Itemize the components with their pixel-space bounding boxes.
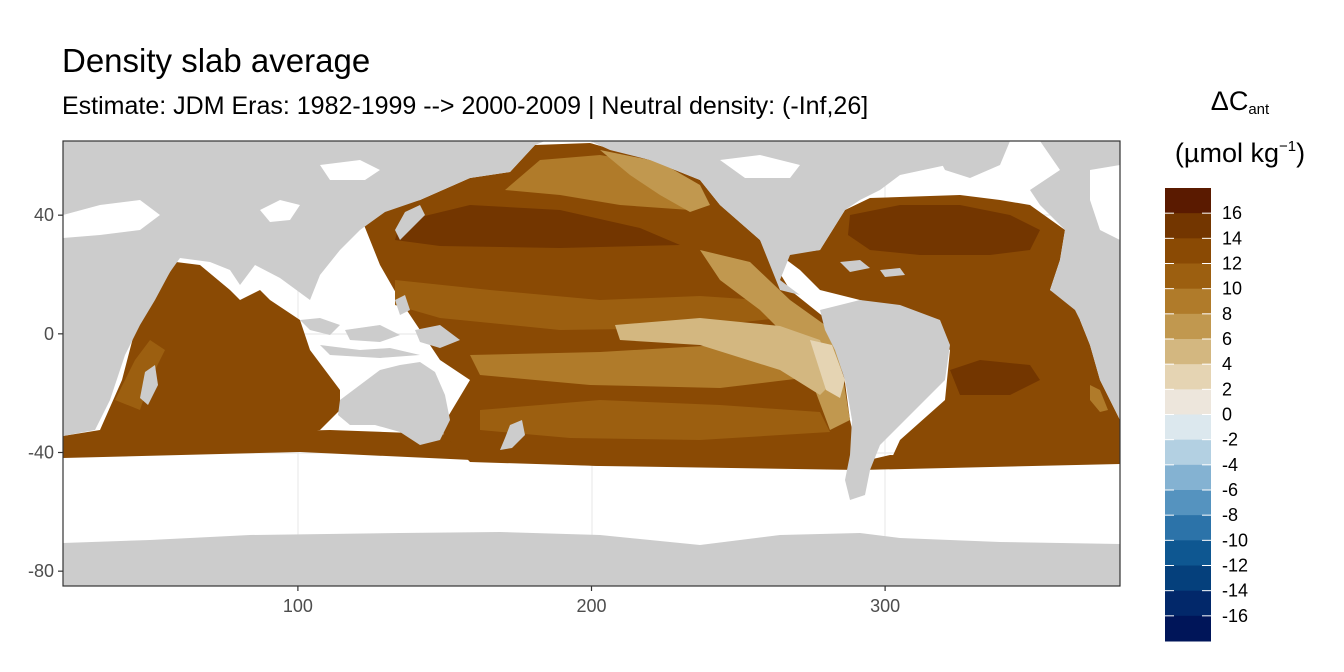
atlantic-ocean	[780, 195, 1120, 462]
pacific-band-mid	[395, 280, 780, 330]
x-tick-label: 300	[870, 596, 900, 616]
legend-swatch	[1165, 565, 1211, 592]
pacific-band-north	[395, 205, 680, 248]
antarctica	[63, 532, 1120, 586]
legend-label: 12	[1222, 254, 1242, 274]
chart-title: Density slab average	[62, 42, 371, 79]
legend-label: 6	[1222, 329, 1232, 349]
south-america	[820, 300, 950, 500]
legend-unit: (µmol kg−1)	[1150, 138, 1330, 169]
legend-swatch	[1165, 238, 1211, 264]
legend-swatch	[1165, 313, 1211, 340]
legend-label: 0	[1222, 405, 1232, 425]
legend-swatch	[1165, 490, 1211, 516]
legend-label: -4	[1222, 455, 1238, 475]
legend-swatch	[1165, 615, 1211, 642]
legend-swatch	[1165, 439, 1211, 466]
no-data-patches	[63, 155, 1120, 240]
new-zealand	[500, 420, 525, 450]
chart-subtitle: Estimate: JDM Eras: 1982-1999 --> 2000-2…	[62, 92, 869, 120]
legend-swatch	[1165, 590, 1211, 617]
legend-label: 4	[1222, 354, 1232, 374]
y-tick-label: 40	[34, 205, 54, 225]
legend-label: -6	[1222, 480, 1238, 500]
indian-ocean-west-light	[115, 340, 165, 410]
legend-label: 14	[1222, 228, 1242, 248]
legend-label: 8	[1222, 304, 1232, 324]
legend-swatch	[1165, 389, 1211, 415]
legend-unit-close: )	[1296, 138, 1306, 168]
indonesia-islands	[300, 318, 460, 358]
legend-title: ΔCant	[1150, 86, 1330, 118]
legend-swatch	[1165, 288, 1211, 315]
madagascar	[140, 365, 158, 405]
y-tick-label: -40	[28, 443, 54, 463]
australia	[338, 362, 450, 445]
legend-label: 16	[1222, 203, 1242, 223]
land-masses	[63, 141, 1120, 586]
legend-label: -10	[1222, 530, 1248, 550]
eurasia-africa-land	[63, 141, 545, 436]
greenland	[930, 141, 1010, 178]
legend-unit-main: (µmol kg	[1174, 138, 1279, 168]
pacific-band-equatorial	[470, 345, 820, 388]
legend-swatch	[1165, 263, 1211, 290]
legend-label: -8	[1222, 505, 1238, 525]
pacific-band-south	[480, 400, 830, 440]
caribbean-islands	[840, 260, 905, 277]
pacific-coastal-peru	[810, 340, 845, 398]
x-tick-label: 100	[283, 596, 313, 616]
legend-label: -2	[1222, 430, 1238, 450]
north-america	[590, 141, 1000, 295]
legend-title-subscript: ant	[1248, 101, 1270, 118]
legend-swatch	[1165, 364, 1211, 390]
philippines-japan	[395, 205, 425, 315]
legend-swatch	[1165, 188, 1211, 214]
legend-label: -12	[1222, 556, 1248, 576]
legend-label: 2	[1222, 379, 1232, 399]
y-tick-label: -80	[28, 561, 54, 581]
legend-swatch	[1165, 339, 1211, 365]
legend-swatch	[1165, 414, 1211, 441]
legend-swatch	[1165, 213, 1211, 239]
atlantic-subtropical-south	[950, 360, 1040, 395]
pacific-coastal-upwelling	[615, 318, 835, 395]
legend-colorbar: 16 14 12 10 8 6 4 2 0 -2 -4 -6 -8 -10 -12 -14 -16	[1165, 188, 1248, 642]
atlantic-subtropical-north	[848, 205, 1040, 255]
legend-label: 10	[1222, 279, 1242, 299]
legend-swatch	[1165, 540, 1211, 566]
x-tick-label: 200	[576, 596, 606, 616]
legend-unit-superscript: −1	[1278, 138, 1297, 155]
y-tick-label: 0	[44, 324, 54, 344]
pacific-subpolar-light	[600, 150, 710, 212]
legend-label: -14	[1222, 581, 1248, 601]
legend-swatch	[1165, 515, 1211, 541]
atlantic-benguela	[1090, 385, 1108, 412]
ocean-fill	[63, 143, 1120, 470]
legend-label: -16	[1222, 606, 1248, 626]
legend-title-main: ΔC	[1210, 86, 1249, 116]
legend-swatch	[1165, 464, 1211, 491]
